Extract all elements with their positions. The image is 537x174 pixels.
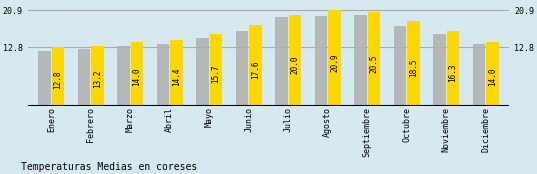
Bar	[433, 34, 446, 106]
Text: 20.0: 20.0	[291, 56, 300, 74]
Bar	[38, 51, 51, 106]
Text: 20.5: 20.5	[369, 54, 379, 73]
Bar	[407, 21, 420, 106]
Bar	[486, 42, 499, 106]
Bar	[394, 26, 407, 106]
Bar	[236, 30, 248, 106]
Bar	[117, 46, 130, 106]
Text: 15.7: 15.7	[212, 64, 221, 83]
Text: 13.2: 13.2	[93, 70, 102, 88]
Text: 14.0: 14.0	[133, 68, 142, 86]
Text: 18.5: 18.5	[409, 59, 418, 77]
Text: Temperaturas Medias en coreses: Temperaturas Medias en coreses	[21, 162, 198, 172]
Bar	[91, 46, 104, 106]
Bar	[289, 15, 301, 106]
Bar	[328, 10, 341, 106]
Text: 14.0: 14.0	[488, 68, 497, 86]
Bar	[130, 42, 143, 106]
Bar	[196, 38, 209, 106]
Bar	[354, 15, 367, 106]
Bar	[249, 26, 262, 106]
Text: 20.9: 20.9	[330, 54, 339, 72]
Bar	[157, 44, 169, 106]
Bar	[209, 34, 222, 106]
Text: 17.6: 17.6	[251, 61, 260, 79]
Bar	[447, 31, 459, 106]
Bar	[368, 12, 380, 106]
Bar	[315, 16, 328, 106]
Text: 16.3: 16.3	[448, 63, 458, 82]
Text: 14.4: 14.4	[172, 67, 181, 86]
Bar	[473, 44, 485, 106]
Bar	[170, 40, 183, 106]
Bar	[275, 17, 288, 106]
Bar	[78, 49, 90, 106]
Bar	[52, 48, 64, 106]
Text: 12.8: 12.8	[54, 70, 62, 89]
